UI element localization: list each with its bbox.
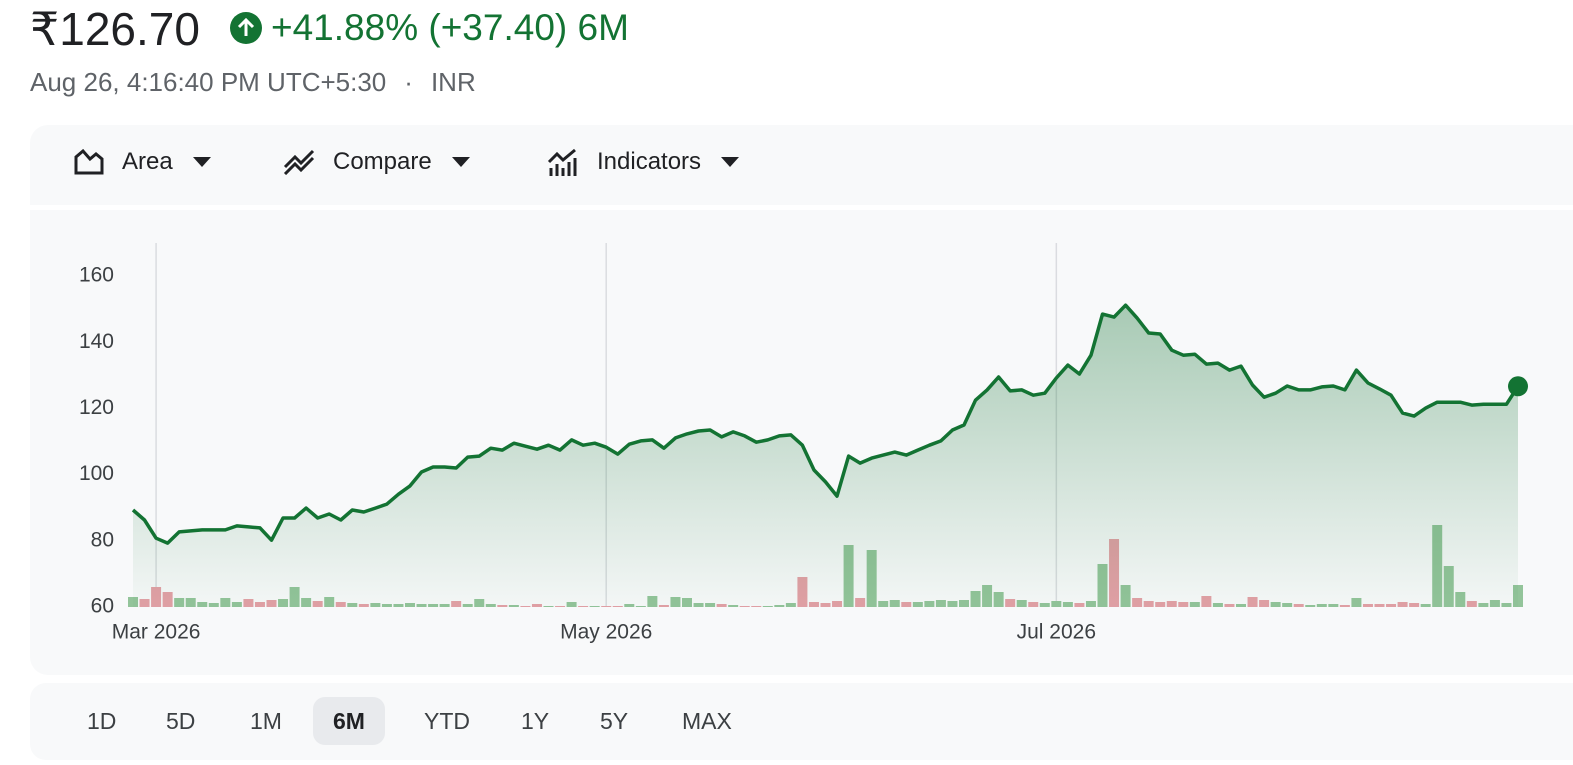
toolbar-separator xyxy=(30,205,1573,210)
indicators-icon xyxy=(547,148,577,176)
up-badge xyxy=(230,12,262,44)
tool-label: Indicators xyxy=(597,148,702,175)
range-button[interactable]: YTD xyxy=(424,708,470,734)
timestamp: Aug 26, 4:16:40 PM UTC+5:30 xyxy=(30,67,387,97)
currency: INR xyxy=(430,67,476,97)
change: +41.88% (+37.40) 6M xyxy=(271,7,629,48)
tool-label: Area xyxy=(122,148,173,175)
separator: · xyxy=(404,67,413,97)
range-button[interactable]: 1M xyxy=(250,708,282,734)
range-button[interactable]: 1Y xyxy=(521,708,550,734)
caret xyxy=(192,157,211,167)
tool-label: Compare xyxy=(333,148,432,175)
caret xyxy=(721,157,740,167)
range-bar: 1D 5D 1M 6M YTD 1Y 5Y MAX xyxy=(30,683,1573,760)
range-button[interactable]: 1D xyxy=(87,708,117,734)
range-button[interactable]: 6M xyxy=(313,697,385,745)
caret xyxy=(451,157,470,167)
indicators-button[interactable]: Indicators xyxy=(547,148,740,176)
compare-icon xyxy=(283,149,315,175)
range-button[interactable]: 5Y xyxy=(600,708,629,734)
area-icon xyxy=(74,149,104,175)
compare-button[interactable]: Compare xyxy=(283,148,470,176)
subline: Aug 26, 4:16:40 PM UTC+5:30 · INR xyxy=(30,67,494,98)
chart-type-button[interactable]: Area xyxy=(74,148,211,176)
range-button[interactable]: MAX xyxy=(682,708,732,734)
price: ₹126.70 xyxy=(30,3,200,55)
range-button[interactable]: 5D xyxy=(166,708,196,734)
